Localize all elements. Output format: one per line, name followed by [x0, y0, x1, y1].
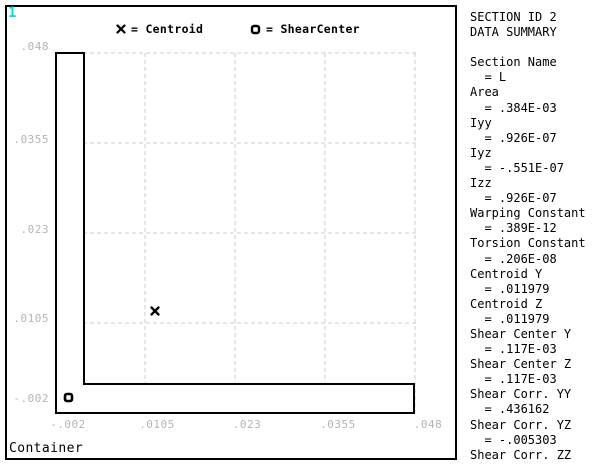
section-plot — [55, 52, 416, 414]
gridlines — [55, 52, 416, 413]
legend-item-centroid: = Centroid — [116, 22, 203, 36]
y-axis-tick: -.002 — [13, 392, 49, 405]
panel-line: = L — [470, 70, 507, 85]
panel-line: Centroid Z — [470, 296, 543, 311]
panel-line: = .389E-12 — [470, 221, 557, 236]
panel-line: Centroid Y — [470, 266, 543, 281]
y-axis-tick: .0105 — [13, 312, 49, 325]
panel-line: Shear Corr. ZZ — [470, 447, 572, 462]
data-summary-panel: SECTION ID 2 DATA SUMMARY Section Name = … — [470, 10, 604, 463]
legend-label-centroid: = Centroid — [131, 22, 204, 36]
panel-line: = .926E-07 — [470, 130, 557, 145]
panel-line: DATA SUMMARY — [470, 25, 557, 40]
panel-line — [470, 40, 604, 55]
y-axis-tick: .0355 — [13, 133, 49, 146]
window-footer-label: Container — [9, 441, 84, 456]
centroid-marker — [150, 306, 160, 316]
shear-center-marker — [63, 392, 74, 403]
x-axis-tick: .0355 — [320, 418, 356, 431]
centroid-marker-icon — [116, 24, 126, 34]
graphics-window-frame — [5, 5, 457, 460]
panel-line: = -.551E-07 — [470, 160, 564, 175]
panel-line: = .117E-03 — [470, 342, 557, 357]
l-section-outline — [55, 52, 415, 414]
panel-line: Shear Corr. YZ — [470, 417, 572, 432]
x-axis-tick: .048 — [413, 418, 443, 431]
y-axis-tick: .048 — [20, 40, 49, 53]
x-axis-tick: .023 — [232, 418, 262, 431]
panel-line: = .206E-08 — [470, 251, 557, 266]
panel-line: Torsion Constant — [470, 236, 586, 251]
panel-line: Iyz — [470, 145, 492, 160]
x-axis-tick: -.002 — [50, 418, 86, 431]
legend-label-shear-center: = ShearCenter — [266, 22, 360, 36]
panel-line: Izz — [470, 176, 492, 191]
panel-line: = .011979 — [470, 311, 550, 326]
legend-item-shear-center: = ShearCenter — [250, 22, 360, 36]
panel-line: SECTION ID 2 — [470, 10, 557, 24]
shear-center-marker-icon — [250, 24, 261, 35]
window-number: 1 — [8, 5, 17, 21]
panel-line: Section Name — [470, 55, 557, 70]
y-axis-tick: .023 — [20, 223, 49, 236]
panel-line: Shear Corr. YY — [470, 387, 572, 402]
panel-line: Shear Center Y — [470, 326, 572, 341]
panel-line: = .384E-03 — [470, 100, 557, 115]
panel-line: Warping Constant — [470, 206, 586, 221]
panel-line: = -.005303 — [470, 432, 557, 447]
panel-line: = .436162 — [470, 402, 550, 417]
panel-line: = .011979 — [470, 281, 550, 296]
panel-line: Shear Center Z — [470, 357, 572, 372]
panel-line: = .117E-03 — [470, 372, 557, 387]
panel-line: = .926E-07 — [470, 191, 557, 206]
x-axis-tick: .0105 — [139, 418, 175, 431]
panel-line: Iyy — [470, 115, 492, 130]
panel-line: Area — [470, 85, 499, 100]
